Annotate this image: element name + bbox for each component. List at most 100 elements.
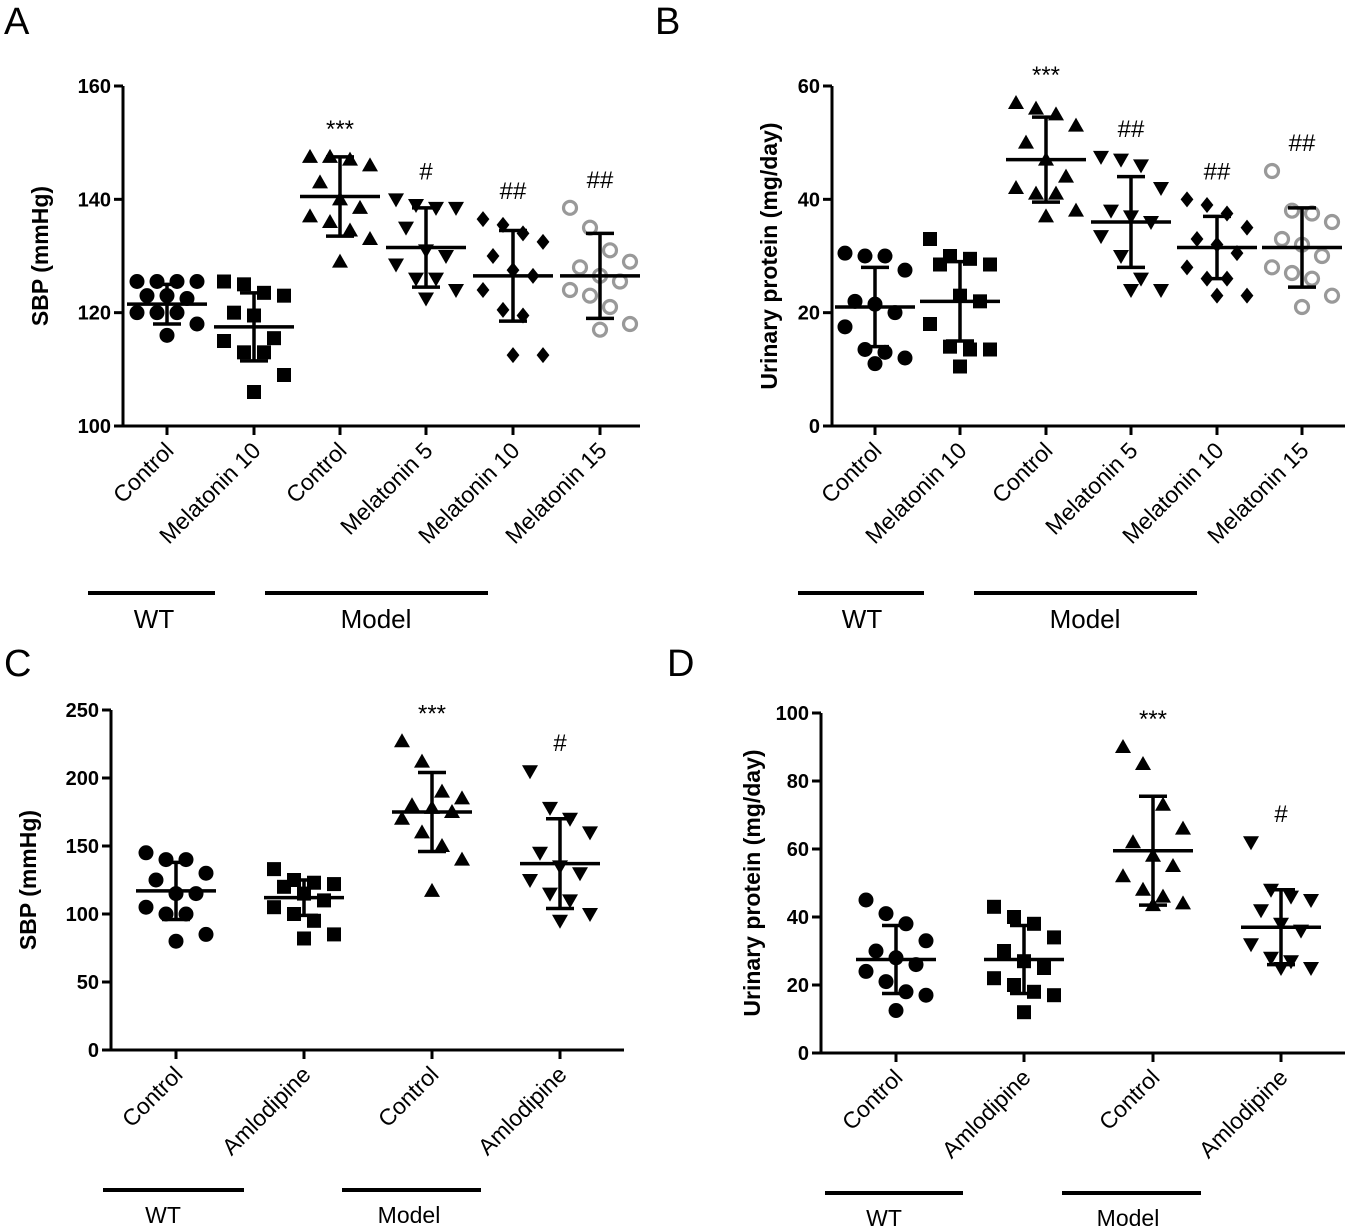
significance-label-b: ***: [1032, 62, 1060, 89]
data-point-b: [887, 305, 903, 321]
panel-letter-c: C: [4, 643, 31, 685]
data-point-d: [1125, 834, 1141, 849]
category-label-c: Control: [373, 1061, 444, 1132]
data-point-b: [1133, 159, 1149, 174]
data-point-a: [621, 253, 639, 270]
data-point-a: [129, 305, 145, 321]
data-point-c: [138, 845, 154, 861]
data-point-c: [542, 887, 558, 902]
data-point-a: [139, 288, 155, 304]
data-point-b: [1240, 219, 1254, 236]
data-point-c: [542, 801, 558, 816]
data-point-b: [1210, 287, 1224, 304]
data-point-c: [148, 872, 164, 888]
data-point-b: [1293, 298, 1311, 316]
data-point-a: [561, 199, 579, 216]
data-point-d: [1007, 910, 1021, 924]
significance-label-a: ##: [587, 167, 614, 194]
data-point-a: [408, 199, 424, 213]
y-tick-label-c: 0: [88, 1040, 99, 1062]
data-point-a: [312, 174, 328, 189]
data-point-d: [1115, 739, 1131, 753]
data-point-d: [888, 1003, 904, 1018]
significance-label-a: ##: [500, 178, 527, 205]
data-point-c: [552, 914, 568, 929]
data-point-a: [496, 301, 510, 318]
significance-label-b: ##: [1289, 130, 1316, 157]
data-point-c: [198, 926, 214, 942]
category-label-b: Control: [987, 437, 1058, 508]
data-point-a: [362, 157, 378, 172]
data-point-d: [918, 933, 934, 949]
data-point-b: [1180, 259, 1194, 276]
data-point-b: [963, 251, 977, 266]
data-point-a: [448, 284, 464, 298]
data-point-b: [897, 262, 913, 278]
data-point-a: [149, 305, 165, 321]
data-point-b: [1283, 202, 1301, 219]
data-point-a: [149, 274, 165, 289]
y-axis-title-b: Urinary protein (mg/day): [756, 122, 782, 389]
significance-label-d: ***: [1139, 706, 1167, 733]
significance-label-d: #: [1274, 801, 1288, 828]
data-point-b: [953, 359, 967, 374]
data-point-d: [1135, 756, 1151, 770]
data-point-c: [424, 882, 440, 897]
data-point-a: [496, 216, 510, 233]
data-point-b: [1123, 284, 1139, 298]
data-point-b: [923, 232, 937, 246]
data-point-d: [1253, 904, 1269, 919]
data-point-d: [997, 944, 1011, 958]
panel-letter-a: A: [4, 1, 30, 43]
data-point-b: [1180, 191, 1194, 208]
data-point-a: [189, 274, 205, 289]
data-point-c: [188, 886, 204, 902]
data-point-b: [1323, 213, 1341, 231]
y-tick-label-a: 100: [78, 416, 111, 438]
category-label-a: Control: [108, 437, 179, 508]
significance-label-b: ##: [1204, 158, 1231, 185]
data-point-c: [582, 908, 598, 922]
y-tick-label-b: 40: [798, 189, 820, 211]
data-point-a: [227, 305, 241, 320]
category-label-d: Control: [837, 1064, 908, 1135]
data-point-b: [1323, 287, 1341, 304]
data-point-d: [1047, 988, 1061, 1003]
data-point-a: [418, 292, 434, 307]
data-point-b: [1028, 185, 1044, 200]
data-point-a: [302, 148, 318, 163]
data-point-b: [1240, 287, 1254, 304]
data-point-a: [302, 208, 318, 223]
data-point-d: [878, 974, 894, 990]
data-point-c: [327, 927, 341, 942]
data-point-a: [486, 248, 500, 264]
data-point-d: [987, 899, 1001, 914]
data-point-b: [923, 317, 937, 331]
data-point-b: [1303, 270, 1321, 287]
y-tick-label-c: 100: [66, 904, 99, 926]
data-point-b: [983, 257, 997, 272]
data-point-c: [327, 877, 341, 892]
category-label-c: Amlodipine: [473, 1061, 572, 1160]
data-point-d: [878, 906, 894, 922]
data-point-b: [1068, 202, 1084, 217]
data-point-a: [621, 315, 639, 333]
data-point-b: [1273, 230, 1291, 248]
group-label-c: Model: [378, 1202, 441, 1228]
y-axis-title-a: SBP (mmHg): [27, 186, 53, 326]
data-point-d: [1115, 868, 1131, 883]
data-point-b: [1133, 272, 1149, 287]
data-point-b: [1093, 150, 1109, 165]
data-point-a: [601, 298, 619, 316]
data-point-d: [1243, 836, 1259, 851]
data-point-a: [217, 274, 231, 289]
data-point-c: [414, 753, 430, 768]
data-point-a: [388, 258, 404, 273]
data-point-c: [454, 851, 470, 866]
data-point-b: [857, 342, 873, 357]
group-label-d: Model: [1097, 1205, 1160, 1230]
data-point-b: [867, 356, 883, 372]
data-point-b: [1048, 185, 1064, 200]
data-point-a: [342, 222, 358, 237]
data-point-d: [1165, 858, 1181, 872]
